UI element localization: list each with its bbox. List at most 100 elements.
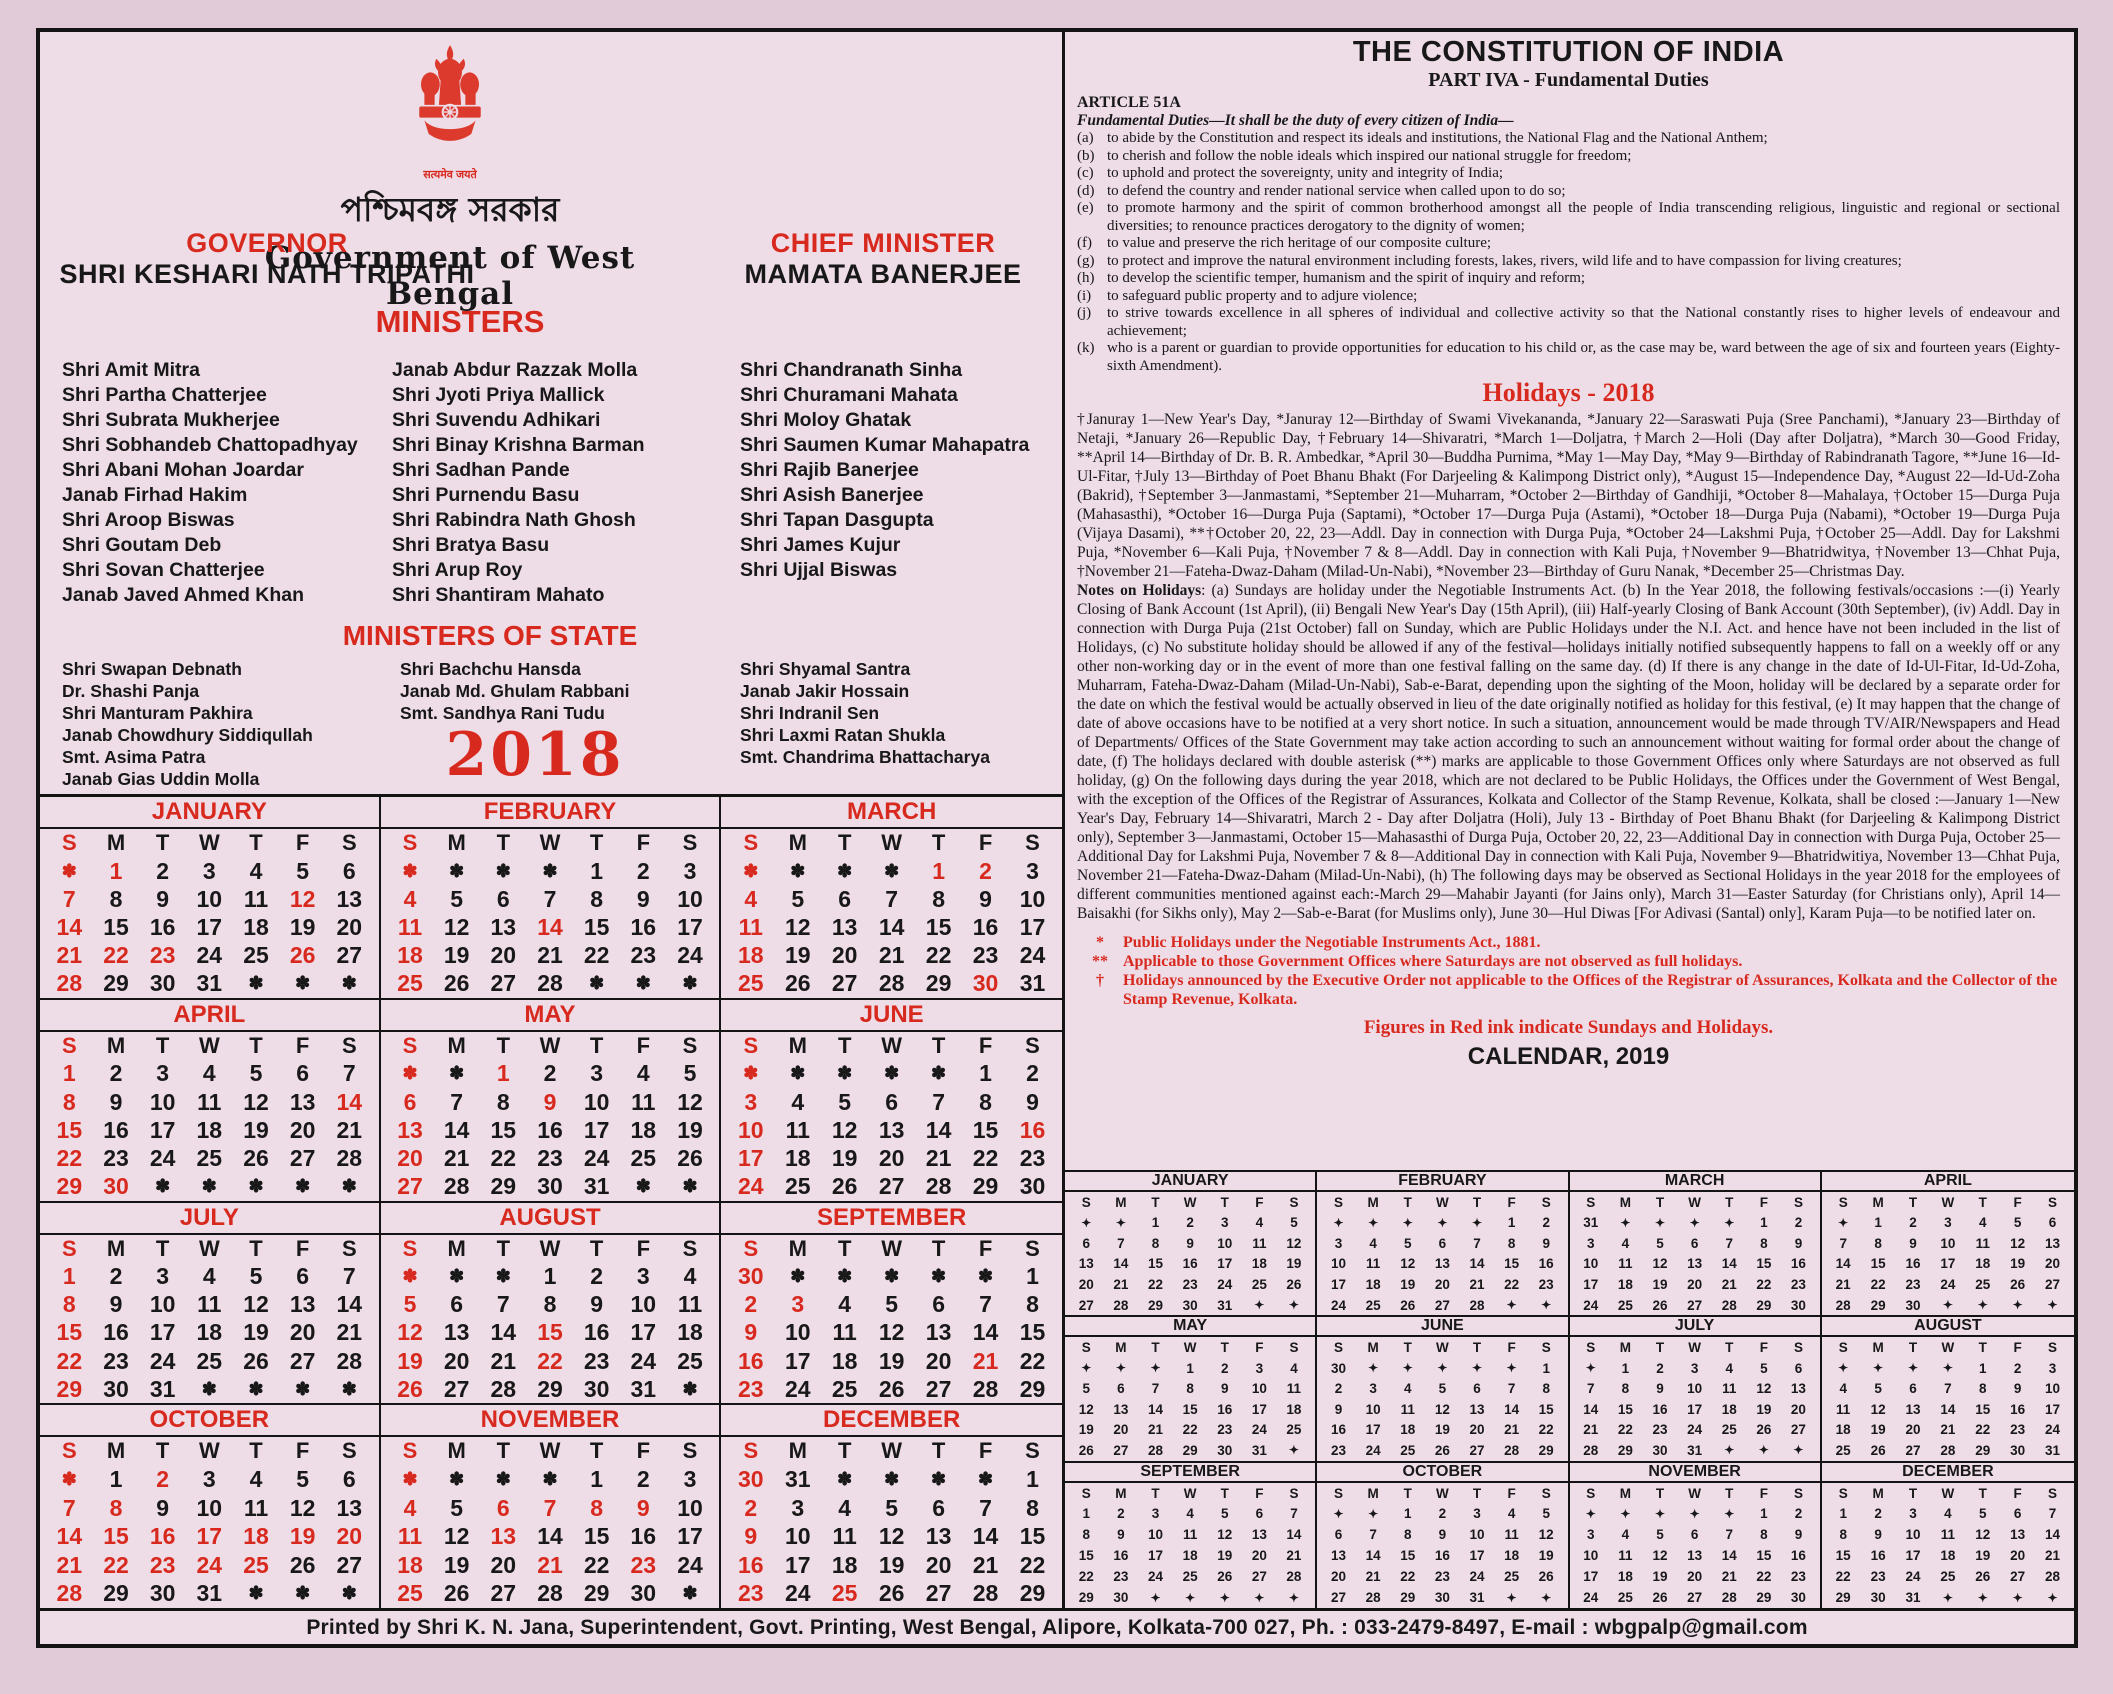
day-cell: 9 <box>1186 1235 1194 1251</box>
month-days: S M T W T F S ✦ ✦ ✦ ✦ ✦ 1 2 3 4 5 6 7 8 9 10 11 12 13 14 15 16 17 18 1… <box>1317 1192 1567 1315</box>
day-cell: 11 <box>1836 1401 1851 1417</box>
day-cell: 12 <box>784 913 811 940</box>
day-cell: 5 <box>838 1088 852 1115</box>
weekday-header: T <box>249 1438 263 1464</box>
day-cell: 17 <box>1331 1276 1347 1292</box>
day-cell: ✦ <box>1115 1215 1126 1230</box>
weekday-header: F <box>1759 1340 1768 1356</box>
day-cell: 25 <box>1835 1442 1851 1458</box>
day-cell: 13 <box>336 1494 363 1521</box>
day-cell: 14 <box>925 1116 952 1143</box>
person-name: Shri Indranil Sen <box>740 703 880 723</box>
day-cell: 25 <box>243 942 269 969</box>
day-cell: 14 <box>537 1523 563 1550</box>
month-november: NOVEMBER S M T W T F S ✽ ✽ ✽ ✽ 1 2 3 4 5 6 7 8 9 10 11 12 13 14 15… <box>380 1405 722 1608</box>
duty-label: (b) <box>1077 147 1095 164</box>
day-cell: 13 <box>2010 1527 2026 1543</box>
day-cell: 28 <box>1147 1442 1164 1458</box>
day-cell: 24 <box>738 1172 764 1199</box>
day-cell: 28 <box>1721 1590 1737 1606</box>
day-cell: 9 <box>1542 1235 1550 1251</box>
day-cell: 28 <box>1365 1590 1381 1606</box>
day-cell: ✦ <box>1793 1443 1804 1458</box>
day-cell: 14 <box>336 1088 363 1115</box>
day-cell: 20 <box>925 1551 952 1578</box>
day-cell: 2 <box>543 1060 557 1087</box>
day-cell: 6 <box>2048 1215 2057 1231</box>
day-cell: 21 <box>443 1144 470 1171</box>
day-cell: 20 <box>1251 1548 1267 1564</box>
day-cell: 9 <box>109 1088 123 1115</box>
day-cell: 25 <box>738 970 764 997</box>
day-cell: 10 <box>1365 1401 1381 1417</box>
weekday-header: W <box>539 1032 561 1058</box>
day-cell: 16 <box>149 1523 176 1550</box>
day-cell: ✽ <box>978 1266 994 1287</box>
day-cell: ✽ <box>61 1469 77 1490</box>
day-cell: 18 <box>1182 1548 1198 1564</box>
weekday-header: T <box>249 830 263 856</box>
holidays-list-paragraph: †Januray 1—New Year's Day, *Januray 12—B… <box>1077 411 2060 580</box>
day-cell: 13 <box>397 1116 423 1143</box>
day-cell: 20 <box>336 913 363 940</box>
day-cell: 27 <box>1905 1442 1921 1458</box>
day-cell: 30 <box>2010 1442 2026 1458</box>
day-cell: 23 <box>1538 1276 1554 1292</box>
day-cell: ✽ <box>790 1266 806 1287</box>
day-cell: 19 <box>1286 1256 1302 1272</box>
duty-text: to defend the country and render nationa… <box>1107 182 1566 199</box>
day-cell: ✽ <box>201 1378 217 1399</box>
day-cell: 3 <box>791 1291 805 1318</box>
day-cell: 8 <box>1621 1381 1630 1397</box>
day-cell: 4 <box>202 1060 216 1087</box>
month-days: S M T W T F S ✦ ✦ ✦ ✦ 1 2 3 4 5 6 7 8 9 10 11 12 13 14 15 16 17 18 19… <box>1822 1337 2074 1460</box>
day-cell: 23 <box>149 1551 176 1578</box>
day-cell: 26 <box>397 1375 423 1402</box>
weekday-header: F <box>295 1438 310 1464</box>
weekday-header: W <box>881 830 903 856</box>
day-cell: 29 <box>1400 1590 1416 1606</box>
weekday-header: W <box>198 1438 220 1464</box>
day-cell: 13 <box>490 1523 517 1550</box>
weekday-header: S <box>743 830 759 856</box>
day-cell: 24 <box>1365 1442 1381 1458</box>
month-june: JUNE S M T W T F S ✽ ✽ ✽ ✽ ✽ 1 2 3 4 5 6 7 8 9 10 11 12 13 14 15 16 1… <box>721 1000 1062 1203</box>
day-cell: 16 <box>1538 1256 1554 1272</box>
day-cell: 31 <box>1687 1442 1703 1458</box>
day-cell: 11 <box>1975 1235 1990 1251</box>
day-cell: 23 <box>2010 1422 2026 1438</box>
day-cell: 19 <box>1078 1422 1094 1438</box>
person-name: Shri Shyamal Santra <box>740 659 911 679</box>
weekday-header: M <box>1619 1194 1632 1210</box>
day-cell: 9 <box>744 1523 758 1550</box>
day-cell: 21 <box>537 1551 563 1578</box>
day-cell: 9 <box>1909 1235 1917 1251</box>
day-cell: 1 <box>1979 1360 1987 1376</box>
day-cell: 24 <box>1940 1276 1956 1292</box>
day-cell: 25 <box>196 1347 223 1374</box>
day-cell: 28 <box>56 1580 83 1607</box>
weekday-header: W <box>198 1032 220 1058</box>
month-title: FEBRUARY <box>1317 1172 1568 1192</box>
day-cell: 29 <box>1756 1297 1772 1313</box>
day-cell: 8 <box>1542 1381 1550 1397</box>
weekday-header: F <box>295 830 310 856</box>
day-cell: 9 <box>1117 1527 1125 1543</box>
weekday-header: T <box>1978 1485 1987 1501</box>
month-days: S M T W T F S ✦ 1 2 3 4 5 6 7 8 9 10 11 12 13 14 15 16 17 18 19 20 2… <box>1570 1337 1820 1460</box>
weekday-header: S <box>743 1438 759 1464</box>
day-cell: 23 <box>1182 1276 1198 1292</box>
weekday-header: S <box>1793 1340 1803 1356</box>
day-cell: 16 <box>738 1551 764 1578</box>
day-cell: 1 <box>62 1263 76 1290</box>
day-cell: 8 <box>979 1088 992 1115</box>
day-cell: 30 <box>103 1375 129 1402</box>
day-cell: 8 <box>1151 1235 1160 1251</box>
day-cell: 28 <box>1469 1297 1485 1313</box>
day-cell: 23 <box>583 1347 610 1374</box>
day-cell: 22 <box>56 1144 83 1171</box>
constitution-title: THE CONSTITUTION OF INDIA <box>1352 36 1785 68</box>
weekday-header: T <box>1908 1340 1918 1356</box>
day-cell: 12 <box>1652 1256 1668 1272</box>
